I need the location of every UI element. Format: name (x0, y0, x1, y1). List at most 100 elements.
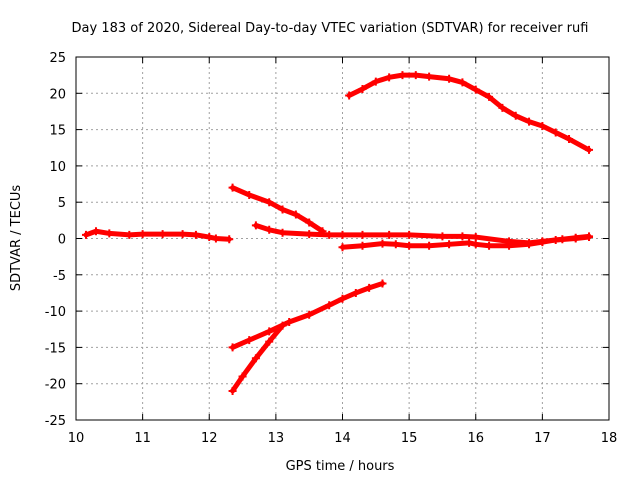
data-point (338, 243, 347, 252)
data-point (338, 294, 347, 303)
data-point (228, 386, 237, 395)
data-point (345, 91, 354, 100)
y-tick-label: 10 (49, 160, 66, 175)
data-point (325, 230, 334, 239)
data-point (338, 230, 347, 239)
data-point (265, 225, 274, 234)
chart-title: Day 183 of 2020, Sidereal Day-to-day VTE… (72, 21, 589, 36)
series-4 (338, 233, 594, 252)
y-tick-label: 20 (49, 87, 66, 102)
data-point (285, 317, 294, 326)
y-tick-label: -15 (45, 341, 66, 356)
data-point (358, 84, 367, 93)
data-point (471, 240, 480, 249)
data-point (385, 230, 394, 239)
data-point (178, 230, 187, 239)
series-7 (228, 321, 287, 395)
data-point (81, 230, 90, 239)
data-point (378, 279, 387, 288)
data-point (278, 228, 287, 237)
data-point (138, 230, 147, 239)
data-point (205, 233, 214, 242)
x-tick-label: 10 (68, 431, 85, 446)
data-point (565, 135, 574, 144)
data-point (445, 240, 454, 249)
data-point (438, 232, 447, 241)
y-tick-labels: 25 20 15 10 5 0 -5 -10 -15 -20 -25 (45, 51, 66, 429)
data-point (445, 74, 454, 83)
data-point (465, 238, 474, 247)
data-point (278, 321, 287, 330)
data-point (278, 205, 287, 214)
series-6 (228, 279, 387, 352)
y-axis-label: SDTVAR / TECUs (9, 185, 24, 292)
data-point (158, 230, 167, 239)
y-tick-label: 0 (58, 233, 66, 248)
data-point (291, 210, 300, 219)
data-point (551, 235, 560, 244)
data-point (245, 190, 254, 199)
y-tick-label: -20 (45, 378, 66, 393)
data-point (265, 198, 274, 207)
x-tick-label: 13 (268, 431, 285, 446)
x-tick-label: 11 (134, 431, 151, 446)
data-point (305, 230, 314, 239)
y-tick-label: 5 (58, 196, 66, 211)
data-point (211, 234, 220, 243)
data-point (265, 337, 274, 346)
y-tick-label: 25 (49, 51, 66, 66)
series-2 (228, 183, 327, 236)
plot-series (81, 71, 594, 395)
data-point (405, 230, 414, 239)
data-point (585, 233, 594, 242)
data-point (471, 85, 480, 94)
data-point (385, 73, 394, 82)
x-tick-label: 16 (467, 431, 484, 446)
x-tick-labels: 10 11 12 13 14 15 16 17 18 (68, 431, 618, 446)
data-point (525, 240, 534, 249)
series-track (346, 72, 592, 153)
x-tick-label: 14 (334, 431, 351, 446)
data-point (325, 301, 334, 310)
series-5 (345, 71, 594, 154)
data-point (585, 145, 594, 154)
data-point (191, 230, 200, 239)
data-point (305, 310, 314, 319)
data-point (265, 327, 274, 336)
data-point (485, 92, 494, 101)
data-point (351, 288, 360, 297)
data-point (505, 241, 514, 250)
x-tick-label: 15 (401, 431, 418, 446)
data-point (398, 71, 407, 80)
data-point (405, 241, 414, 250)
y-tick-label: -10 (45, 305, 66, 320)
x-tick-label: 17 (534, 431, 551, 446)
data-point (358, 230, 367, 239)
data-point (251, 221, 260, 230)
data-point (458, 232, 467, 241)
data-point (458, 78, 467, 87)
data-point (538, 121, 547, 130)
data-point (365, 283, 374, 292)
data-point (391, 240, 400, 249)
data-point (251, 354, 260, 363)
data-point (238, 372, 247, 381)
x-axis-label: GPS time / hours (286, 459, 395, 474)
axis-ticks (75, 56, 610, 421)
data-point (425, 241, 434, 250)
data-point (91, 227, 100, 236)
x-tick-label: 18 (601, 431, 618, 446)
data-point (358, 241, 367, 250)
data-point (471, 233, 480, 242)
y-tick-label: -25 (45, 414, 66, 429)
data-point (525, 117, 534, 126)
y-tick-label: -5 (53, 269, 66, 284)
data-point (411, 71, 420, 80)
data-point (245, 336, 254, 345)
data-point (571, 234, 580, 243)
data-point (511, 111, 520, 120)
series-1 (81, 227, 234, 244)
y-tick-label: 15 (49, 124, 66, 139)
series-track (230, 281, 385, 350)
